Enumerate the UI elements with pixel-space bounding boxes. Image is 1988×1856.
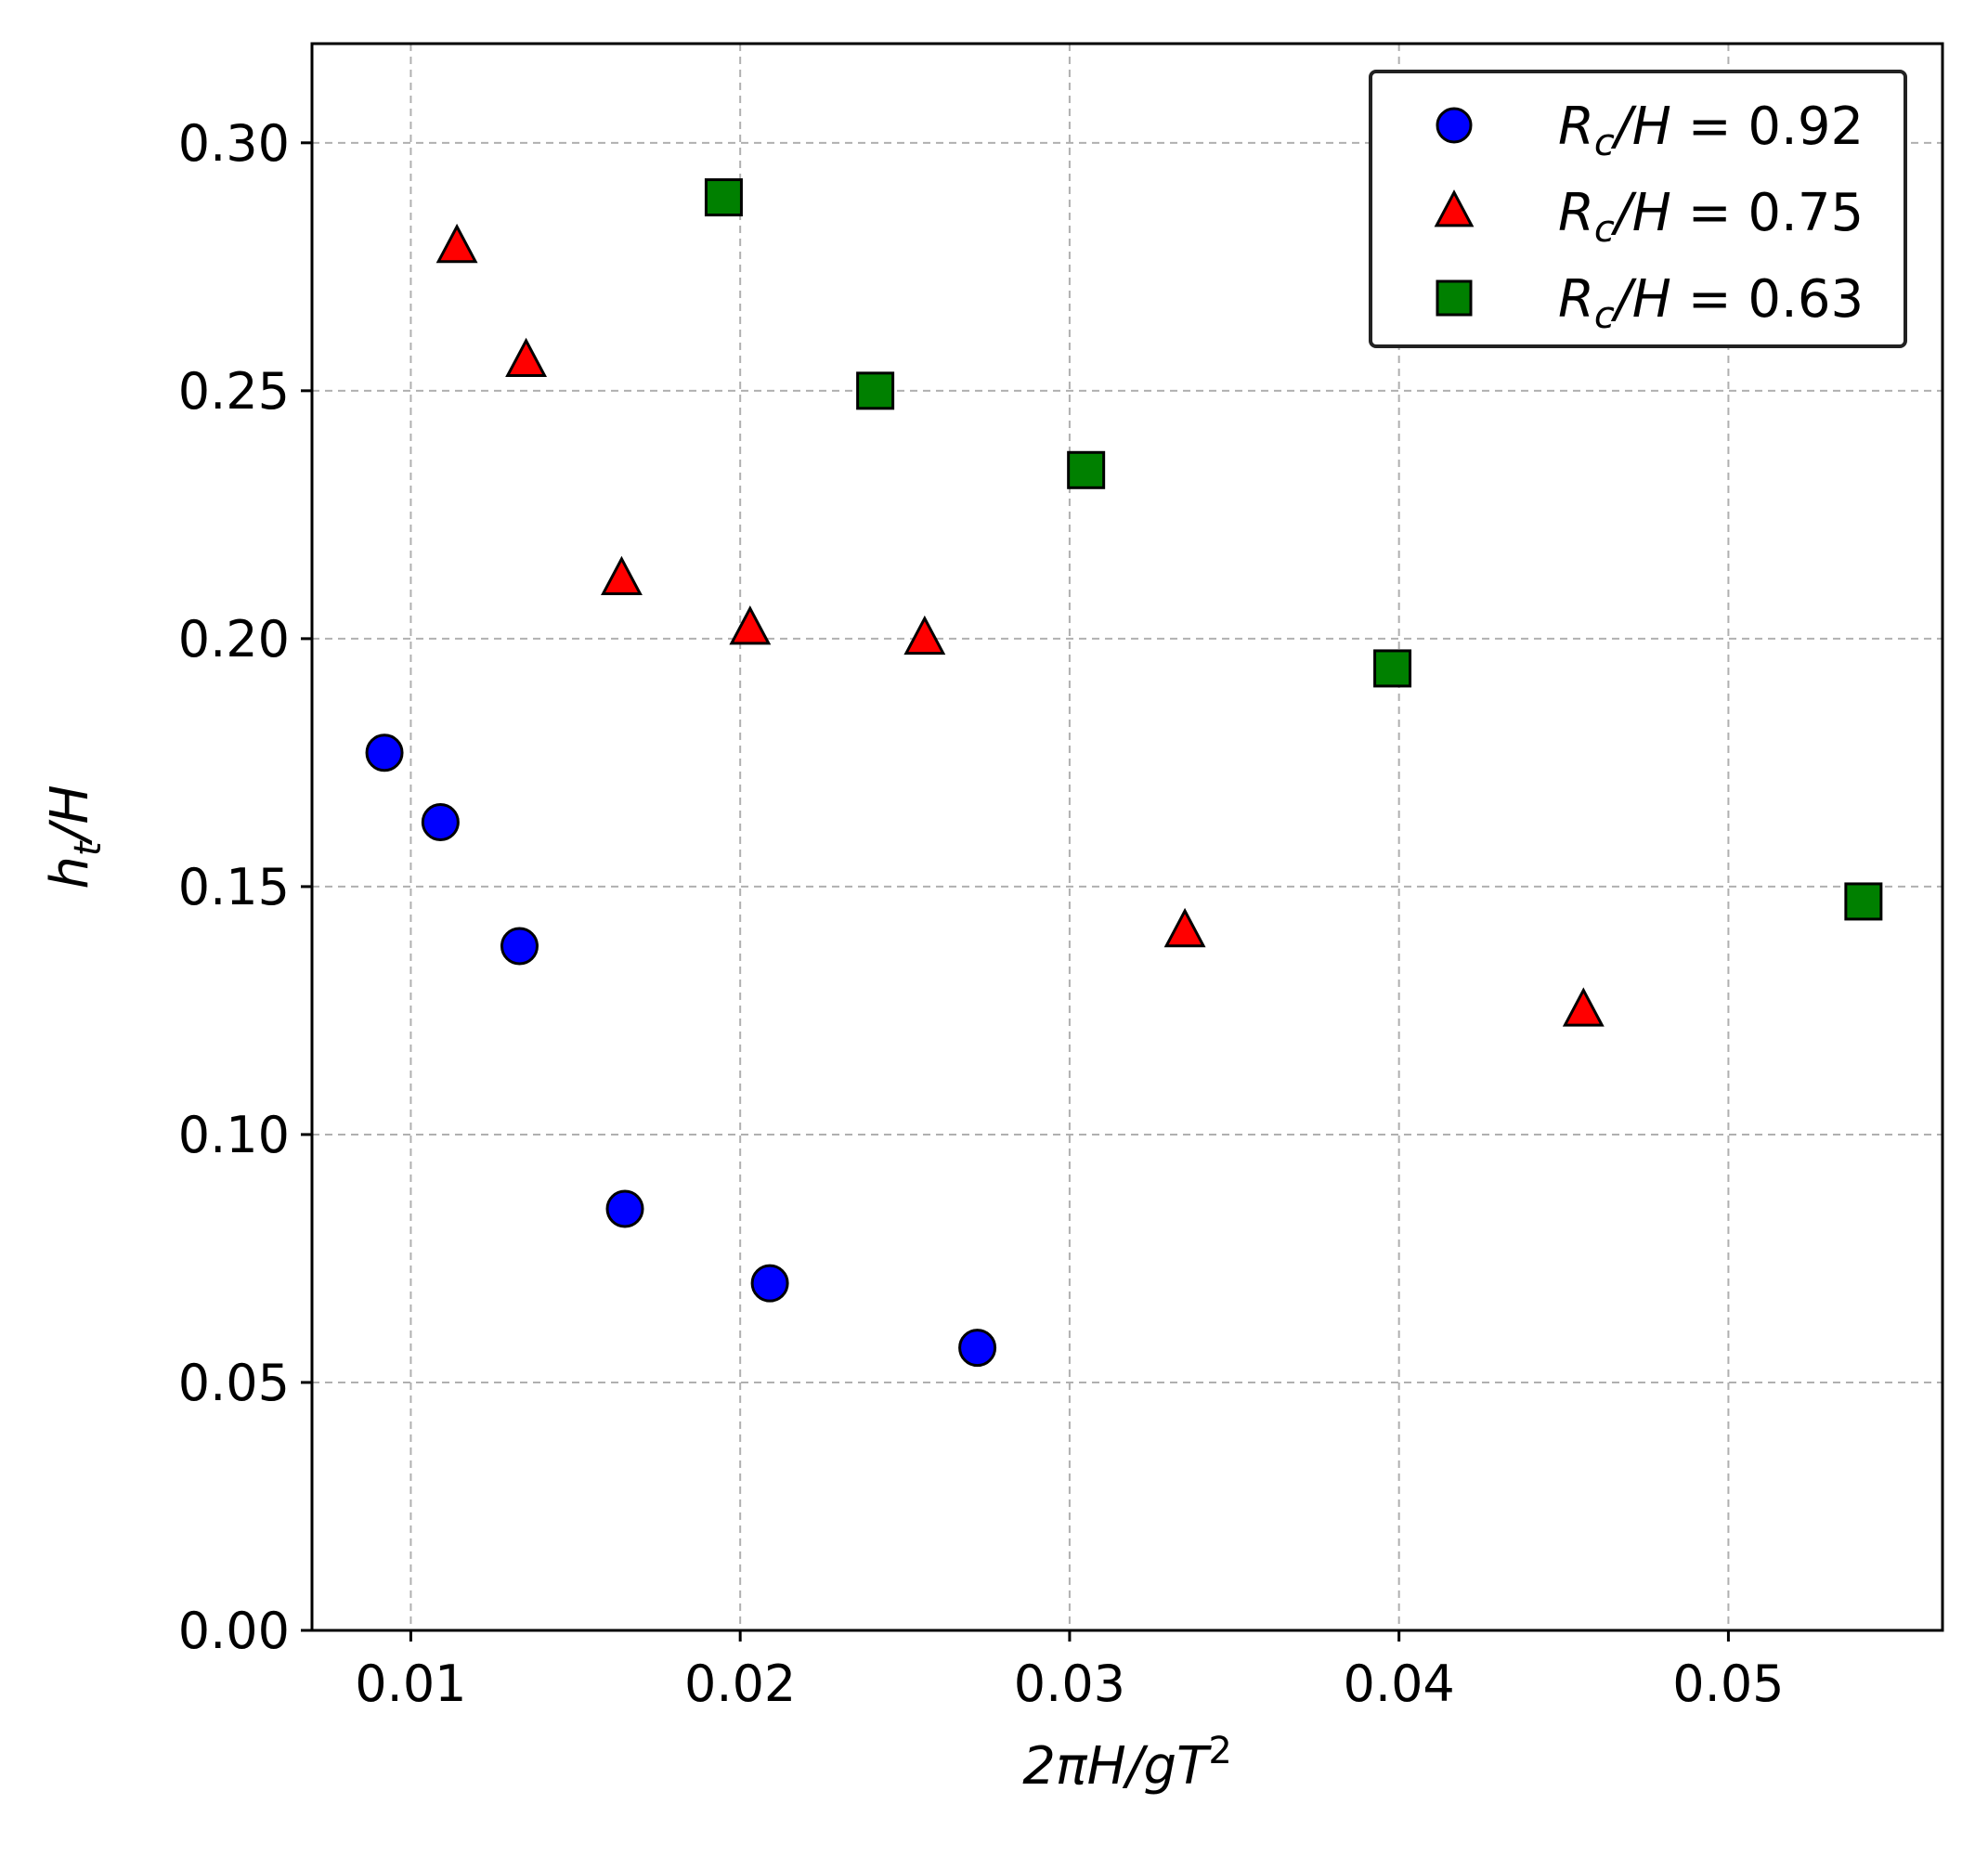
legend-marker-triangle xyxy=(1434,189,1475,227)
x-tick-label: 0.05 xyxy=(1672,1655,1784,1713)
y-tick-label: 0.30 xyxy=(178,114,290,173)
data-point-square xyxy=(704,178,743,217)
series-2 xyxy=(435,223,1605,1027)
x-tick-label: 0.02 xyxy=(684,1655,796,1713)
data-point-triangle xyxy=(505,337,548,378)
y-tick-label: 0.25 xyxy=(178,362,290,421)
data-point-circle xyxy=(365,733,404,772)
data-point-square xyxy=(1844,882,1883,921)
data-point-circle xyxy=(958,1329,997,1368)
data-point-circle xyxy=(605,1189,644,1228)
legend-marker-circle xyxy=(1436,107,1473,144)
y-tick-label: 0.20 xyxy=(178,610,290,668)
y-tick-label: 0.10 xyxy=(178,1106,290,1164)
x-tick-label: 0.03 xyxy=(1014,1655,1125,1713)
data-points xyxy=(365,178,1883,1368)
legend-box xyxy=(1369,70,1907,348)
legend-label: Rc/H = 0.92 xyxy=(1558,97,1864,164)
data-point-triangle xyxy=(729,605,772,645)
x-tick-label: 0.04 xyxy=(1344,1655,1455,1713)
plot-frame xyxy=(310,42,1944,1632)
legend: Rc/H = 0.92 Rc/H = 0.75 Rc/H = 0.63 xyxy=(1369,70,1907,348)
x-tick-label: 0.01 xyxy=(355,1655,466,1713)
legend-label: Rc/H = 0.63 xyxy=(1558,269,1864,337)
data-point-triangle xyxy=(903,615,946,655)
series-3 xyxy=(704,178,1883,921)
data-point-triangle xyxy=(435,223,478,264)
data-point-triangle xyxy=(1163,907,1206,948)
data-point-circle xyxy=(500,927,539,966)
y-tick-label: 0.15 xyxy=(178,858,290,916)
data-point-square xyxy=(1373,649,1412,688)
series-1 xyxy=(365,733,997,1368)
legend-marker-square xyxy=(1436,279,1473,317)
data-point-square xyxy=(1067,450,1106,489)
y-tick-label: 0.00 xyxy=(178,1602,290,1660)
data-point-triangle xyxy=(1562,987,1605,1027)
legend-label: Rc/H = 0.75 xyxy=(1558,183,1864,251)
data-point-circle xyxy=(421,802,460,841)
x-axis-label: 2πH/gT2 xyxy=(1022,1730,1232,1797)
data-point-circle xyxy=(750,1264,789,1303)
data-point-square xyxy=(856,371,895,410)
y-axis-label: ht/H xyxy=(40,785,110,889)
data-point-triangle xyxy=(601,555,643,596)
axis-ticks: 0.01 0.02 0.03 0.04 0.05 0.00 0.05 0.10 0.15 0.20… xyxy=(178,114,1785,1713)
y-tick-label: 0.05 xyxy=(178,1354,290,1412)
